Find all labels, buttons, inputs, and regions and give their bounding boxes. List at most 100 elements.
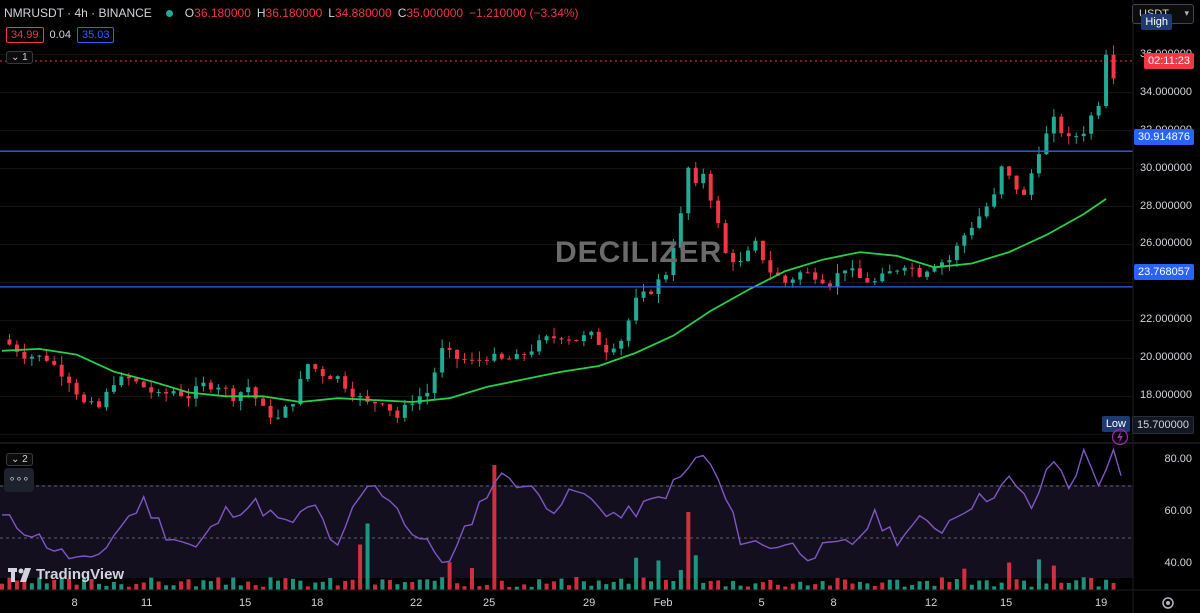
time-axis-label: 11 xyxy=(141,597,153,609)
volume-bar xyxy=(1096,586,1101,590)
time-axis-label: 5 xyxy=(758,597,765,609)
volume-bar xyxy=(999,582,1004,590)
candle xyxy=(514,349,519,360)
volume-bar xyxy=(358,544,363,590)
candle xyxy=(96,398,101,409)
lower-line-price-tag: 23.768057 xyxy=(1134,264,1194,280)
bid-price[interactable]: 34.99 xyxy=(6,27,44,43)
candle xyxy=(74,378,79,400)
candle xyxy=(701,168,706,189)
candle xyxy=(499,352,504,361)
time-axis-label: 15 xyxy=(1000,597,1013,609)
candle xyxy=(589,330,594,340)
candle xyxy=(842,270,847,282)
volume-bar xyxy=(365,523,370,590)
candle xyxy=(999,165,1004,199)
volume-bar xyxy=(402,582,407,590)
volume-bar xyxy=(1007,562,1012,590)
candle xyxy=(932,264,937,273)
candle xyxy=(462,352,467,364)
volume-bar xyxy=(768,580,773,590)
volume-bar xyxy=(746,586,750,590)
candle xyxy=(731,249,736,271)
volume-bar xyxy=(410,582,415,590)
candle xyxy=(335,375,340,383)
ask-price[interactable]: 35.03 xyxy=(76,27,115,43)
candlesticks xyxy=(7,45,1116,425)
candle xyxy=(611,343,616,356)
change-value: −1.210000 (−3.34%) xyxy=(469,6,579,20)
volume-bar xyxy=(305,586,310,590)
time-axis-label: 29 xyxy=(583,597,596,609)
volume-bar xyxy=(216,577,221,590)
candle xyxy=(410,395,415,412)
upper-line-price-tag: 30.914876 xyxy=(1134,129,1194,145)
candle xyxy=(656,273,661,304)
candle xyxy=(1014,175,1019,194)
candle xyxy=(1044,126,1049,155)
symbol-label[interactable]: NMRUSDT · 4h · BINANCE xyxy=(4,6,152,20)
time-axis-label: 8 xyxy=(830,597,837,609)
time-axis-label: 15 xyxy=(239,597,252,609)
volume-bar xyxy=(596,580,601,590)
volume-bar xyxy=(581,581,586,590)
candle xyxy=(387,403,392,417)
lightning-alert-icon[interactable] xyxy=(1111,428,1129,446)
candle xyxy=(895,269,900,275)
candle xyxy=(149,380,154,399)
low-label: L xyxy=(328,6,335,20)
volume-bar xyxy=(253,585,258,590)
volume-bar xyxy=(171,585,176,590)
candle xyxy=(798,270,803,286)
candle xyxy=(552,327,557,344)
volume-bar xyxy=(887,579,892,590)
volume-bar xyxy=(149,577,154,590)
volume-bar xyxy=(589,585,594,590)
volume-bar xyxy=(842,579,847,590)
candle xyxy=(313,363,318,373)
candle xyxy=(626,318,631,347)
more-options-button[interactable]: ∘∘∘ xyxy=(4,468,34,492)
time-axis-label: 19 xyxy=(1095,597,1108,609)
rsi-band xyxy=(0,485,1133,578)
volume-bar xyxy=(507,586,512,590)
low-marker: Low xyxy=(1101,416,1130,432)
chevron-down-icon: ▾ xyxy=(1184,8,1189,18)
settings-gear-icon[interactable] xyxy=(1160,595,1176,611)
candle xyxy=(67,372,72,392)
candle xyxy=(290,403,295,412)
close-value: 35.000000 xyxy=(406,6,464,20)
candle xyxy=(261,396,266,407)
volume-bar xyxy=(67,578,72,590)
volume-bar xyxy=(634,557,639,590)
volume-bar xyxy=(141,582,146,590)
volume-bar xyxy=(529,586,534,590)
volume-bar xyxy=(387,580,392,590)
candle xyxy=(276,409,281,420)
volume-bar xyxy=(977,580,982,590)
volume-bar xyxy=(1089,577,1094,590)
volume-bar xyxy=(276,580,281,590)
tradingview-logo[interactable]: TradingView xyxy=(8,566,124,583)
volume-bar xyxy=(1044,583,1049,590)
candle xyxy=(969,221,974,240)
volume-bar xyxy=(469,568,474,590)
rsi-pane-collapse-button[interactable]: ⌄ 2 xyxy=(6,453,33,466)
candle xyxy=(693,161,698,187)
volume-bar xyxy=(335,585,340,590)
candle xyxy=(216,383,221,396)
volume-bar xyxy=(395,584,400,590)
candle xyxy=(119,372,124,388)
candle xyxy=(1096,101,1101,120)
candle xyxy=(596,328,601,346)
volume-bar xyxy=(246,581,251,590)
candle xyxy=(164,387,169,402)
volume-bars xyxy=(0,465,1116,590)
candle xyxy=(59,355,64,386)
bid-ask-row: 34.99 0.04 35.03 xyxy=(6,27,115,43)
volume-bar xyxy=(29,583,34,590)
candle xyxy=(440,339,445,378)
main-pane-collapse-button[interactable]: ⌄ 1 xyxy=(6,51,33,64)
high-label: H xyxy=(256,6,266,20)
